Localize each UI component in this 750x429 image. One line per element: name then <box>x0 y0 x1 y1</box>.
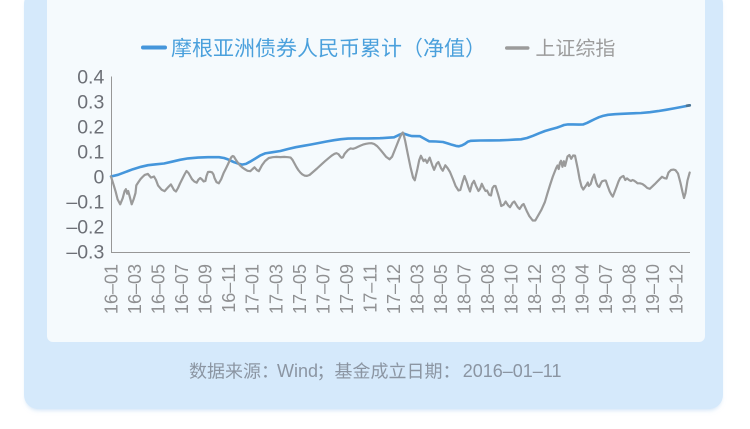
svg-text:16–05: 16–05 <box>149 264 169 314</box>
svg-text:17–12: 17–12 <box>384 264 404 314</box>
svg-text:19–12: 19–12 <box>666 264 686 314</box>
svg-text:–0.3: –0.3 <box>66 241 104 263</box>
svg-text:17–11: 17–11 <box>360 264 380 313</box>
svg-text:0.3: 0.3 <box>77 91 104 113</box>
svg-text:18–10: 18–10 <box>502 264 522 314</box>
svg-text:–0.1: –0.1 <box>66 191 104 213</box>
svg-text:0.4: 0.4 <box>77 66 104 88</box>
svg-text:16–07: 16–07 <box>172 264 192 314</box>
svg-text:2016–01–11: 2016–01–11 <box>463 361 562 381</box>
svg-text:19–07: 19–07 <box>596 264 616 314</box>
svg-text:17–01: 17–01 <box>243 264 263 314</box>
svg-text:16–09: 16–09 <box>196 264 216 314</box>
svg-text:0.1: 0.1 <box>77 141 104 163</box>
svg-text:–0.2: –0.2 <box>66 216 104 238</box>
svg-text:16–03: 16–03 <box>125 264 145 314</box>
svg-text:0: 0 <box>93 166 104 188</box>
svg-text:17–09: 17–09 <box>337 264 357 314</box>
svg-text:19–08: 19–08 <box>619 264 639 314</box>
svg-text:17–05: 17–05 <box>290 264 310 314</box>
svg-text:18–07: 18–07 <box>455 264 475 314</box>
svg-text:19–10: 19–10 <box>643 264 663 314</box>
svg-text:16–01: 16–01 <box>102 264 122 314</box>
svg-text:17–03: 17–03 <box>266 264 286 314</box>
svg-text:0.2: 0.2 <box>77 116 104 138</box>
svg-text:18–05: 18–05 <box>431 264 451 314</box>
svg-text:19–03: 19–03 <box>549 264 569 314</box>
svg-text:18–03: 18–03 <box>408 264 428 314</box>
svg-text:18–08: 18–08 <box>478 264 498 314</box>
svg-text:16–11: 16–11 <box>219 264 239 313</box>
svg-text:18–12: 18–12 <box>525 264 545 314</box>
svg-text:19–04: 19–04 <box>572 264 592 314</box>
svg-text:17–07: 17–07 <box>313 264 333 314</box>
svg-text:Wind: Wind <box>277 361 318 381</box>
